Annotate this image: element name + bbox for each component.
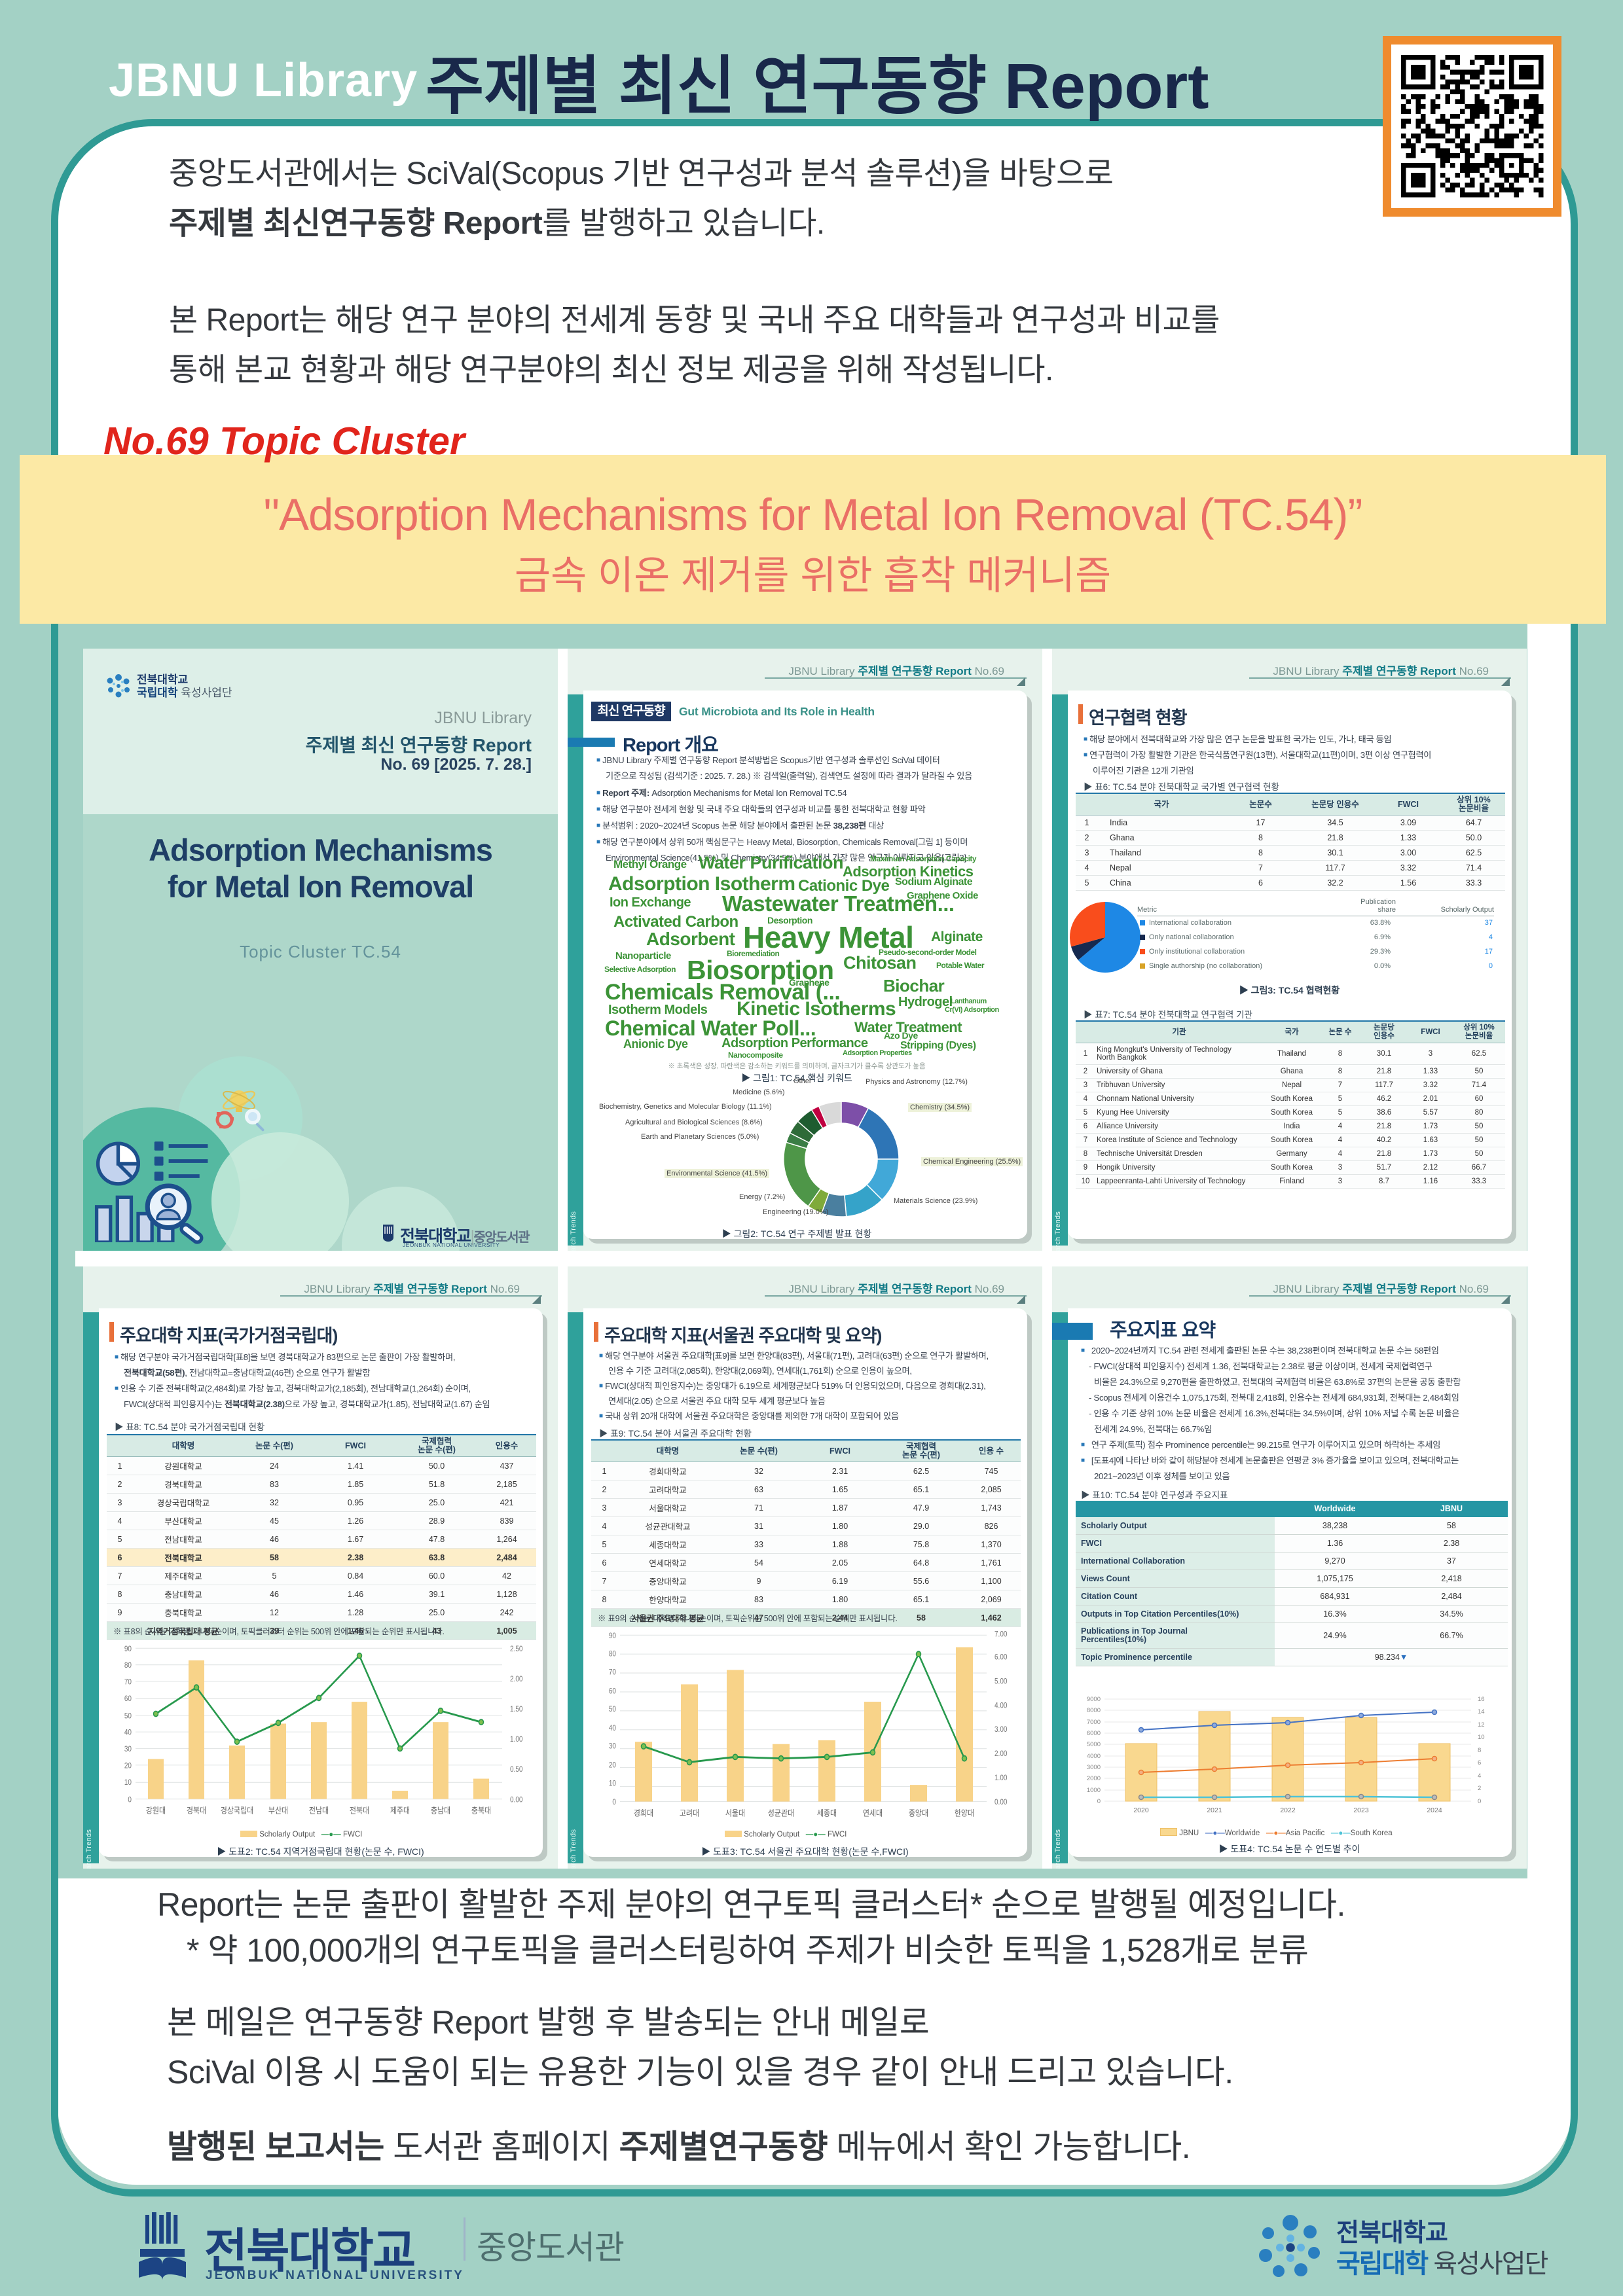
svg-text:성균관대: 성균관대 bbox=[768, 1808, 794, 1818]
svg-text:강원대: 강원대 bbox=[146, 1806, 166, 1816]
svg-text:충남대: 충남대 bbox=[431, 1806, 450, 1816]
svg-text:0: 0 bbox=[128, 1796, 132, 1804]
svg-text:3.00: 3.00 bbox=[994, 1726, 1007, 1734]
svg-text:80: 80 bbox=[609, 1650, 616, 1659]
svg-text:8000: 8000 bbox=[1087, 1707, 1101, 1714]
svg-text:1.00: 1.00 bbox=[510, 1736, 522, 1744]
svg-text:8: 8 bbox=[1478, 1747, 1481, 1754]
svg-text:12: 12 bbox=[1478, 1721, 1485, 1729]
svg-text:80: 80 bbox=[124, 1662, 132, 1670]
svg-text:1000: 1000 bbox=[1087, 1787, 1101, 1794]
svg-text:서울대: 서울대 bbox=[725, 1808, 745, 1818]
svg-text:0: 0 bbox=[1478, 1798, 1481, 1805]
svg-text:고려대: 고려대 bbox=[680, 1808, 699, 1818]
svg-text:0.00: 0.00 bbox=[994, 1799, 1007, 1807]
svg-text:경희대: 경희대 bbox=[634, 1808, 653, 1818]
svg-text:14: 14 bbox=[1478, 1708, 1485, 1715]
svg-text:2023: 2023 bbox=[1353, 1806, 1369, 1814]
svg-text:7000: 7000 bbox=[1087, 1719, 1101, 1726]
svg-text:30: 30 bbox=[124, 1745, 132, 1753]
svg-text:세종대: 세종대 bbox=[817, 1808, 837, 1818]
svg-text:30: 30 bbox=[609, 1742, 616, 1751]
svg-text:20: 20 bbox=[609, 1761, 616, 1770]
svg-text:한양대: 한양대 bbox=[955, 1808, 974, 1818]
svg-text:10: 10 bbox=[609, 1780, 616, 1788]
svg-text:제주대: 제주대 bbox=[390, 1806, 410, 1816]
svg-text:0: 0 bbox=[612, 1799, 616, 1807]
svg-text:6.00: 6.00 bbox=[994, 1653, 1007, 1662]
svg-text:90: 90 bbox=[124, 1645, 132, 1653]
svg-text:16: 16 bbox=[1478, 1696, 1485, 1703]
svg-text:40: 40 bbox=[609, 1724, 616, 1732]
svg-text:60: 60 bbox=[124, 1695, 132, 1703]
svg-text:2000: 2000 bbox=[1087, 1775, 1101, 1782]
svg-text:2: 2 bbox=[1478, 1785, 1481, 1792]
svg-text:2.00: 2.00 bbox=[510, 1675, 522, 1683]
svg-text:40: 40 bbox=[124, 1729, 132, 1737]
svg-text:4: 4 bbox=[1478, 1772, 1481, 1780]
svg-text:7.00: 7.00 bbox=[994, 1630, 1007, 1639]
svg-text:50: 50 bbox=[609, 1705, 616, 1713]
svg-text:1.50: 1.50 bbox=[510, 1705, 522, 1713]
svg-text:2020: 2020 bbox=[1133, 1806, 1149, 1814]
svg-text:1.00: 1.00 bbox=[994, 1774, 1007, 1783]
svg-text:4000: 4000 bbox=[1087, 1753, 1101, 1760]
svg-text:2021: 2021 bbox=[1207, 1806, 1222, 1814]
svg-text:경북대: 경북대 bbox=[187, 1806, 206, 1816]
svg-text:60: 60 bbox=[609, 1687, 616, 1696]
svg-text:경상국립대: 경상국립대 bbox=[221, 1806, 254, 1816]
svg-text:9000: 9000 bbox=[1087, 1696, 1101, 1703]
svg-text:70: 70 bbox=[609, 1668, 616, 1677]
svg-text:5000: 5000 bbox=[1087, 1741, 1101, 1748]
svg-text:50: 50 bbox=[124, 1712, 132, 1721]
svg-text:연세대: 연세대 bbox=[863, 1808, 883, 1818]
svg-text:2.00: 2.00 bbox=[994, 1750, 1007, 1759]
svg-text:4.00: 4.00 bbox=[994, 1702, 1007, 1710]
svg-text:10: 10 bbox=[1478, 1734, 1485, 1741]
svg-text:5.00: 5.00 bbox=[994, 1677, 1007, 1686]
svg-text:6000: 6000 bbox=[1087, 1730, 1101, 1737]
svg-text:전남대: 전남대 bbox=[309, 1806, 329, 1816]
svg-text:90: 90 bbox=[609, 1632, 616, 1640]
svg-text:2.50: 2.50 bbox=[510, 1645, 522, 1653]
svg-text:3000: 3000 bbox=[1087, 1764, 1101, 1771]
svg-text:70: 70 bbox=[124, 1678, 132, 1687]
svg-text:충북대: 충북대 bbox=[471, 1806, 491, 1816]
svg-text:부산대: 부산대 bbox=[268, 1806, 288, 1816]
svg-text:0.00: 0.00 bbox=[510, 1796, 522, 1804]
svg-text:2024: 2024 bbox=[1427, 1806, 1442, 1814]
svg-text:0.50: 0.50 bbox=[510, 1766, 522, 1774]
svg-text:중앙대: 중앙대 bbox=[909, 1808, 928, 1818]
svg-text:전북대: 전북대 bbox=[350, 1806, 369, 1816]
svg-text:20: 20 bbox=[124, 1762, 132, 1770]
svg-text:2022: 2022 bbox=[1280, 1806, 1296, 1814]
svg-text:0: 0 bbox=[1097, 1798, 1101, 1805]
svg-text:10: 10 bbox=[124, 1778, 132, 1787]
svg-text:6: 6 bbox=[1478, 1759, 1481, 1767]
